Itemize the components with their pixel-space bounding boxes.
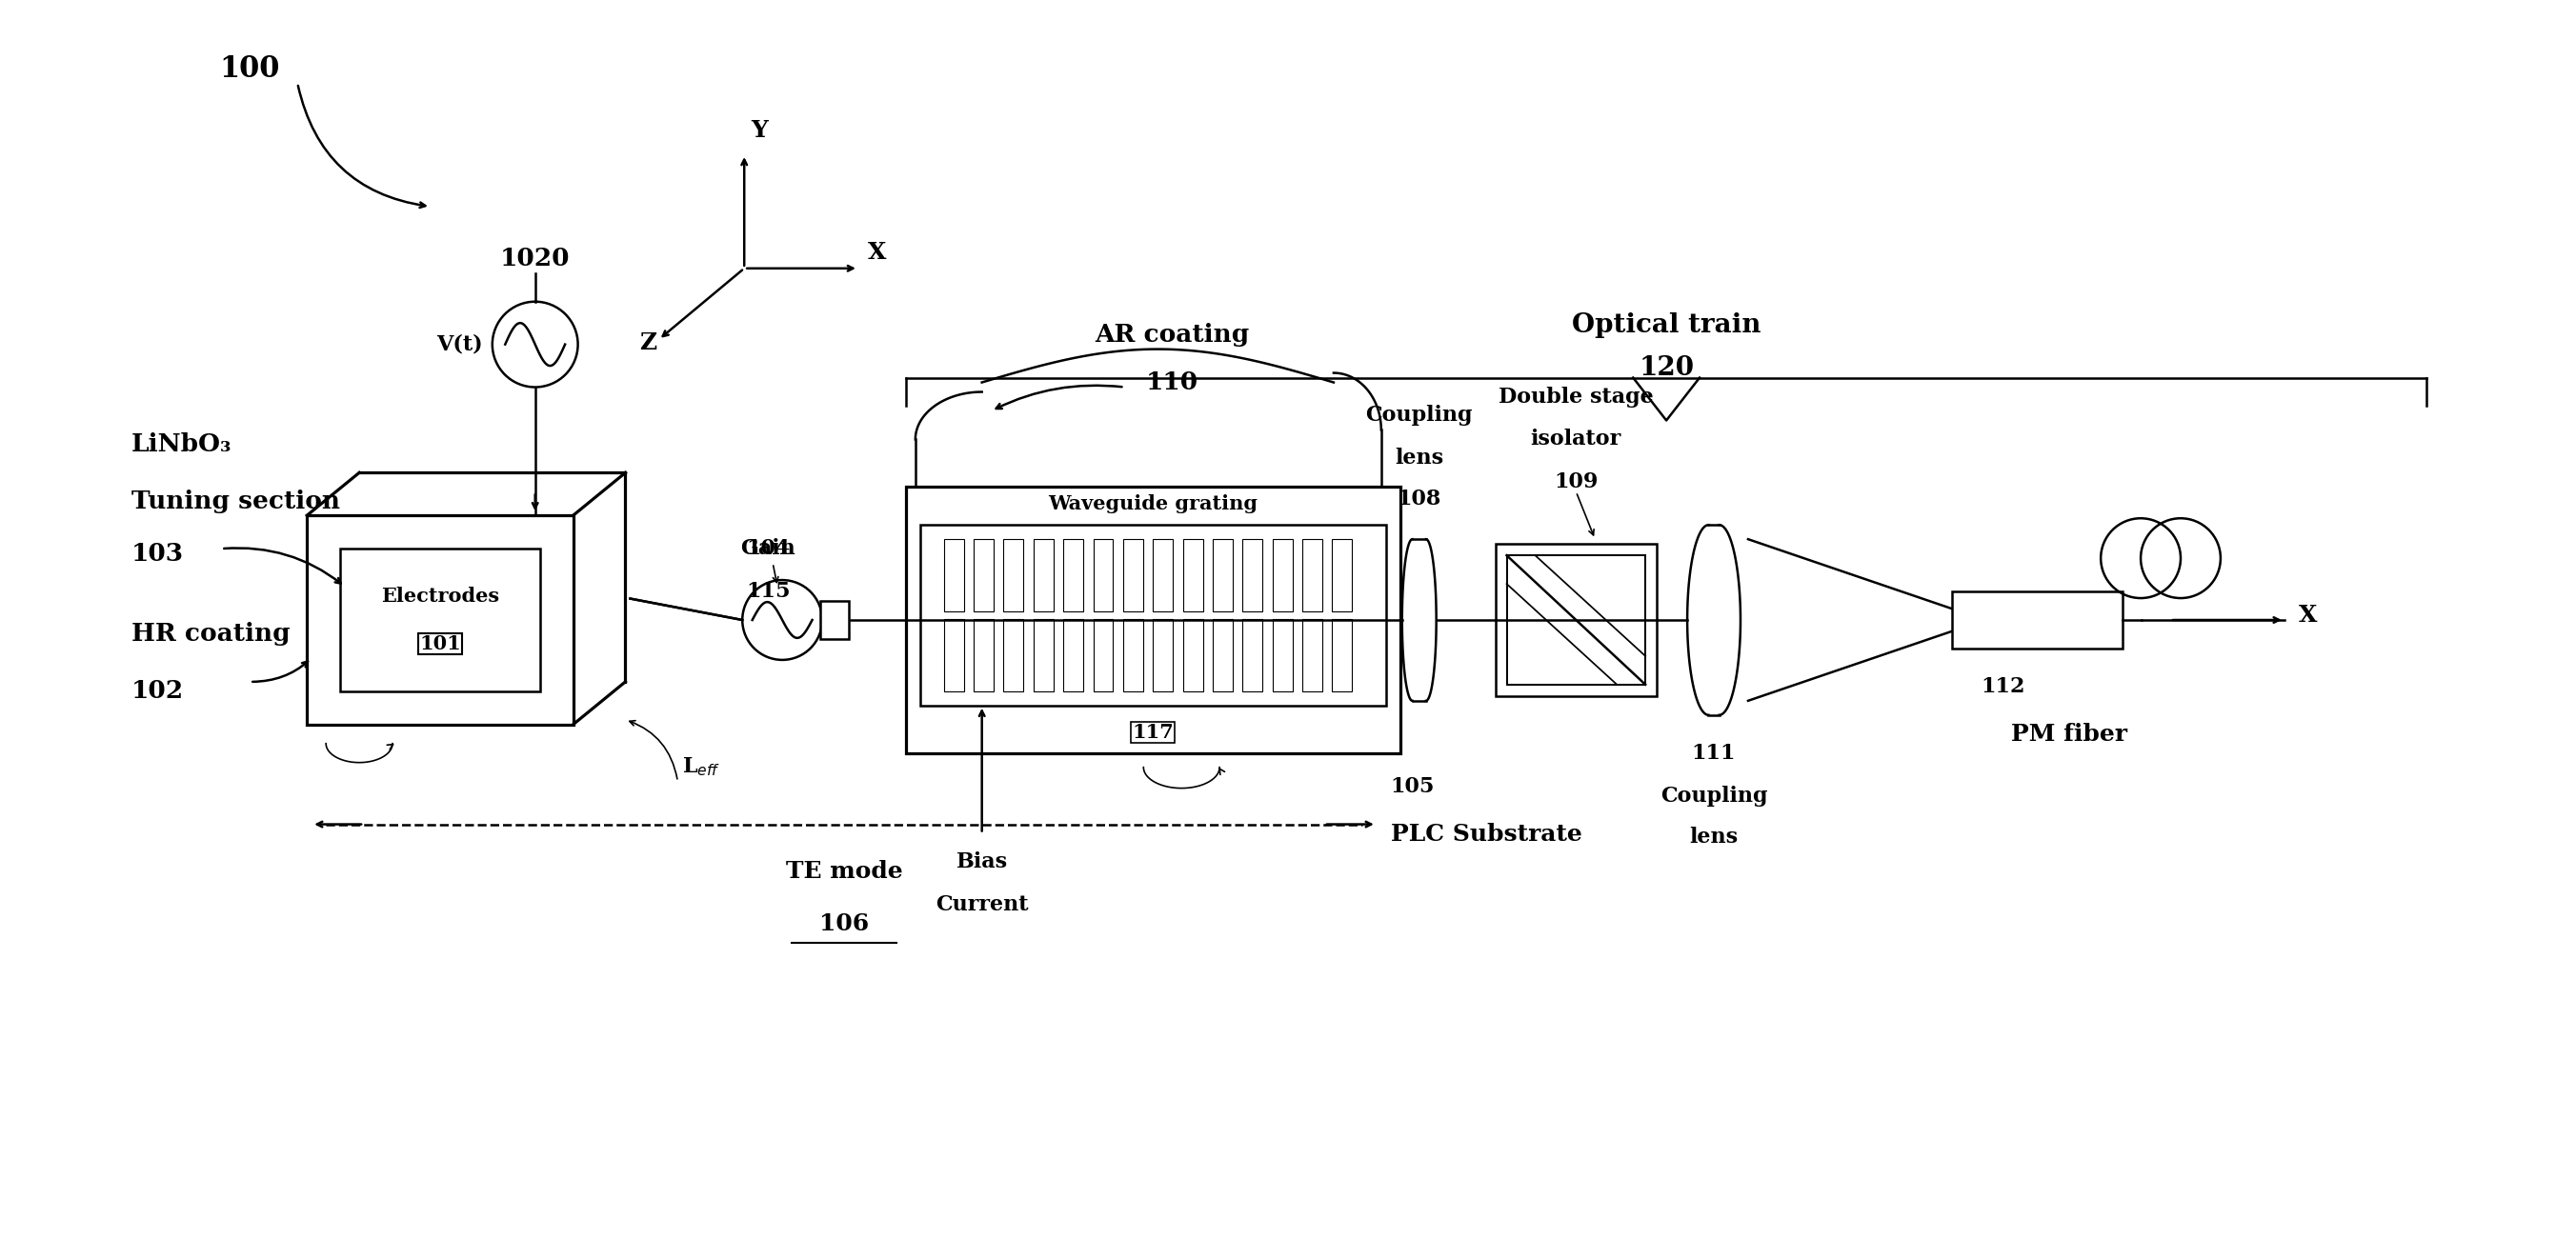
Bar [1005,618,1023,691]
Text: 115: 115 [747,581,791,602]
Text: HR coating: HR coating [131,622,291,646]
Bar [1154,539,1172,612]
Text: PM fiber: PM fiber [2012,722,2128,746]
Bar [1033,539,1054,612]
Text: 111: 111 [1692,742,1736,763]
Text: PLC Substrate: PLC Substrate [1391,823,1582,845]
Text: Optical train: Optical train [1571,312,1762,338]
Bar [1332,618,1352,691]
Bar [1507,555,1646,685]
Bar [1242,618,1262,691]
Bar [1182,539,1203,612]
Text: isolator: isolator [1530,429,1620,450]
Text: AR coating: AR coating [1095,323,1249,347]
Text: Z: Z [639,331,657,354]
Text: 108: 108 [1396,489,1443,509]
Text: 101: 101 [420,634,461,653]
Bar [1273,539,1293,612]
Text: X: X [2298,603,2316,627]
Text: 120: 120 [1638,356,1695,382]
Text: Coupling: Coupling [1365,405,1473,426]
Text: Bias: Bias [956,852,1007,872]
Text: V(t): V(t) [435,333,482,354]
Bar [1182,618,1203,691]
Text: TE mode: TE mode [786,860,902,883]
Text: Y: Y [750,119,768,142]
Text: X: X [868,240,886,264]
Bar [907,487,1401,753]
Bar [1005,539,1023,612]
Bar [1213,539,1234,612]
Bar [1213,618,1234,691]
Bar [1494,544,1656,696]
Text: Tuning section: Tuning section [131,489,340,513]
Bar [1154,618,1172,691]
Text: lens: lens [1394,449,1443,468]
Text: 106: 106 [819,913,868,935]
Text: 1020: 1020 [500,247,569,271]
Bar [1033,618,1054,691]
Text: L$_{eff}$: L$_{eff}$ [683,756,721,778]
Text: 117: 117 [1133,722,1175,742]
Text: 104: 104 [747,538,791,559]
Text: Waveguide grating: Waveguide grating [1048,494,1257,513]
Bar [1092,539,1113,612]
Text: 105: 105 [1391,776,1435,797]
Text: 110: 110 [1146,370,1198,394]
Text: Electrodes: Electrodes [381,587,500,606]
Bar [1303,618,1321,691]
Bar [1242,539,1262,612]
Text: 102: 102 [131,679,183,704]
Text: 100: 100 [219,55,281,83]
Text: 103: 103 [131,541,183,565]
Bar [974,539,994,612]
Bar [819,601,850,639]
Bar [1273,618,1293,691]
Bar [1303,539,1321,612]
Bar [1123,539,1144,612]
Bar [1092,618,1113,691]
Bar [1953,591,2123,648]
Text: 109: 109 [1553,472,1597,493]
Text: Gain: Gain [739,538,796,559]
Bar [943,618,963,691]
Bar [974,618,994,691]
Bar [1123,618,1144,691]
Bar [1064,618,1084,691]
Text: Current: Current [935,895,1028,916]
Bar [307,515,572,725]
Text: Double stage: Double stage [1499,387,1654,408]
Text: LiNbO₃: LiNbO₃ [131,432,232,456]
Bar [1332,539,1352,612]
Bar [943,539,963,612]
Text: 112: 112 [1981,676,2025,698]
Bar [340,549,541,691]
Bar [920,525,1386,705]
Bar [1064,539,1084,612]
Text: lens: lens [1690,826,1739,847]
Text: Coupling: Coupling [1662,786,1767,807]
